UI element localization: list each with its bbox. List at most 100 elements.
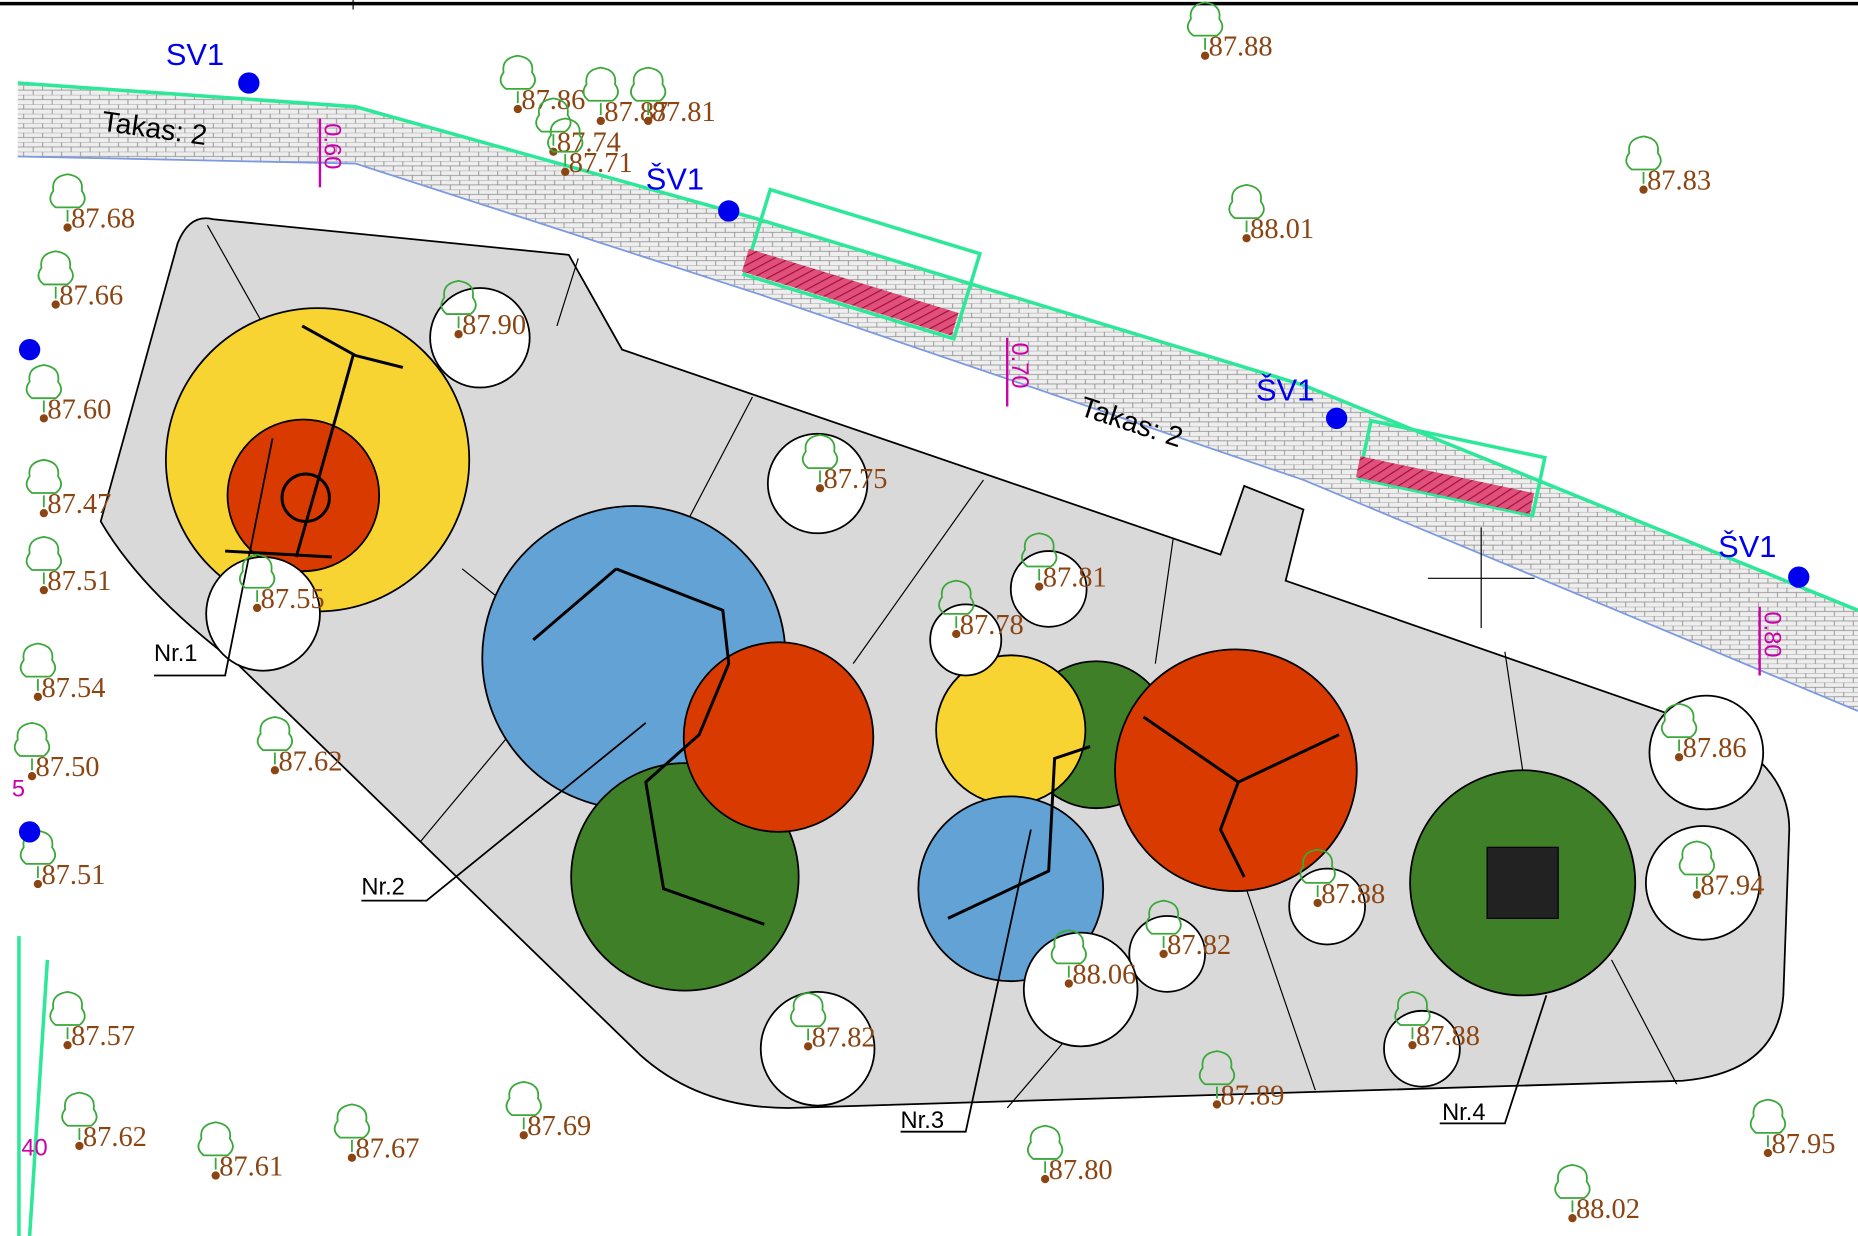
elevation-point [561, 167, 570, 177]
tree-symbol [1660, 703, 1698, 752]
elevation-point [63, 223, 72, 232]
elevation-label: 87.95 [1771, 1129, 1835, 1160]
tree-symbol [25, 458, 62, 508]
tree-symbol [440, 279, 477, 329]
elevation-label: 88.06 [1072, 960, 1136, 991]
zone-label: Nr.2 [361, 875, 404, 901]
tree-symbol [49, 990, 86, 1040]
tree-symbol [25, 364, 62, 413]
tree-symbol [1554, 1163, 1591, 1213]
elevation-label: 87.71 [569, 148, 633, 179]
elevation-point [1200, 51, 1210, 60]
tree-symbol [25, 535, 62, 585]
equipment [225, 324, 1340, 926]
tree-symbol [499, 54, 536, 104]
tree-symbol [197, 1121, 234, 1170]
sv-point [718, 200, 740, 222]
elevation-label: 87.94 [1700, 871, 1764, 902]
elevation-label: 87.50 [36, 752, 100, 783]
sv-point [1325, 407, 1348, 430]
elevation-point [803, 1042, 813, 1051]
tree-symbol [49, 173, 86, 222]
elevation-label: 87.78 [960, 610, 1024, 641]
tree-symbol [535, 97, 572, 146]
elevation-point [519, 1131, 528, 1140]
elevation-label: 87.81 [652, 97, 716, 128]
elevation-point [39, 414, 48, 423]
elevation-point [1242, 234, 1251, 243]
elevation-label: 87.74 [557, 128, 621, 159]
elevation-label: 87.82 [1167, 930, 1231, 961]
elevation-point [270, 766, 280, 775]
elevation-label: 87.75 [824, 464, 888, 495]
tree-symbol [938, 579, 975, 629]
elevation-label: 88.02 [1576, 1194, 1640, 1225]
tree-symbol [1198, 1050, 1236, 1099]
elevation-label: 87.81 [1043, 563, 1107, 594]
sv-label: ŠV1 [646, 162, 704, 197]
bench [741, 248, 959, 336]
elevation-point [815, 484, 825, 493]
tree-symbol [505, 1081, 542, 1130]
crosshair [1427, 527, 1535, 629]
tree-symbol [1299, 848, 1336, 898]
elevation-label: 87.69 [527, 1111, 591, 1142]
elevation-point [51, 300, 60, 309]
elevation-label: 87.47 [47, 489, 111, 520]
equipment [1486, 846, 1559, 919]
elevation-label: 87.55 [261, 584, 325, 615]
elevation-label: 87.51 [41, 860, 105, 891]
elevation-point [75, 1141, 84, 1151]
elevation-label: 87.88 [1416, 1021, 1480, 1052]
tree-symbol [801, 434, 839, 483]
elevation-label: 87.66 [59, 281, 123, 312]
elevation-label: 87.61 [219, 1152, 283, 1183]
elevation-point [252, 603, 262, 613]
sv-point [238, 72, 260, 94]
elevation-label: 87.89 [1220, 1080, 1284, 1111]
elevation-label: 87.86 [1683, 733, 1747, 764]
elevation-label: 87.68 [71, 204, 135, 235]
elevation-point [27, 772, 37, 781]
sv-point [18, 821, 41, 843]
elevation-label: 87.86 [521, 85, 585, 116]
tree-symbol [1394, 990, 1431, 1040]
elevation-point [1692, 890, 1701, 899]
elevation-label: 87.57 [71, 1021, 135, 1052]
tree-symbol [1021, 532, 1058, 581]
tree-symbol [547, 117, 584, 166]
elevation-point [39, 586, 48, 595]
tree-symbol [19, 642, 57, 691]
tree-symbol [1678, 840, 1715, 889]
sv-point [1788, 566, 1810, 588]
elevation-label: 87.62 [278, 746, 342, 777]
leaders [154, 438, 1548, 1133]
elevation-label: 87.82 [812, 1022, 876, 1053]
elevation-label: 87.62 [83, 1122, 147, 1153]
elevation-label: 87.87 [604, 97, 668, 128]
elevation-point [513, 104, 522, 114]
sv-label: ŠV1 [1256, 373, 1314, 408]
tree-symbol [630, 66, 667, 115]
bench-area [742, 187, 983, 341]
elevation-label: 87.54 [41, 673, 105, 704]
sv-point [18, 338, 41, 361]
elevation-point [1639, 185, 1648, 194]
elevation-point [1159, 949, 1168, 959]
edge-label: 5 [12, 776, 25, 802]
tree-symbol [239, 553, 276, 603]
elevation-point [952, 629, 961, 639]
tree-symbol [1050, 929, 1087, 978]
sv-label: SV1 [166, 37, 224, 72]
tree-symbol [256, 716, 294, 765]
elevation-point [1040, 1174, 1050, 1184]
elevation-point [596, 116, 605, 126]
tree-symbol [61, 1091, 98, 1140]
elevation-label: 87.67 [355, 1134, 419, 1165]
elevation-point [63, 1041, 72, 1050]
path-width: 0.80 [1758, 611, 1784, 657]
elevation-point [1064, 979, 1073, 988]
edge [27, 959, 50, 1236]
zone-label: Nr.4 [1442, 1100, 1485, 1126]
